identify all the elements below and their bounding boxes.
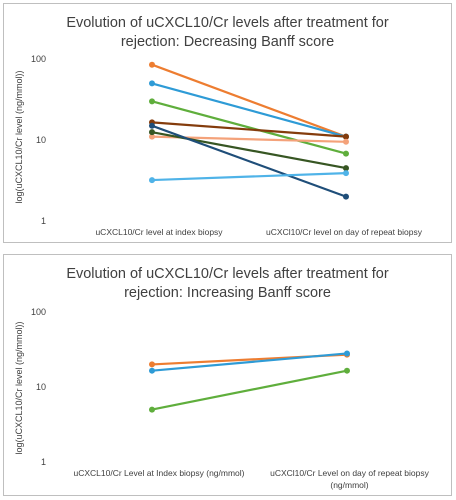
series-line <box>151 131 347 170</box>
data-point <box>149 406 155 413</box>
data-point <box>149 177 155 184</box>
data-point <box>343 150 349 157</box>
data-point <box>149 80 155 87</box>
y-tick-label: 100 <box>31 307 46 317</box>
chart-increasing-banff: Evolution of uCXCL10/Cr levels after tre… <box>3 254 452 496</box>
series-line <box>151 63 347 138</box>
series-line <box>151 124 347 198</box>
data-point <box>149 367 155 374</box>
chart-title: Evolution of uCXCL10/Cr levels after tre… <box>66 15 389 50</box>
series-line <box>151 369 348 411</box>
y-tick-label: 1 <box>41 216 46 226</box>
data-point <box>149 98 155 105</box>
y-tick-label: 100 <box>31 54 46 64</box>
x-tick-label: uCXCl10/Cr level on day of repeat biopsy <box>266 227 422 237</box>
x-tick-label: uCXCL10/Cr level at index biopsy <box>95 227 223 237</box>
chart-decreasing-banff: Evolution of uCXCL10/Cr levels after tre… <box>3 3 452 243</box>
data-point <box>149 61 155 68</box>
data-point <box>343 193 349 200</box>
y-tick-label: 10 <box>36 382 46 392</box>
x-tick-label: uCXCl10/Cr Level on day of repeat biopsy… <box>270 468 429 490</box>
series-line <box>151 121 347 138</box>
y-tick-label: 10 <box>36 135 46 145</box>
data-point <box>149 129 155 136</box>
data-point <box>343 170 349 177</box>
data-point <box>149 133 155 140</box>
series-line <box>151 82 347 138</box>
data-point <box>344 367 350 374</box>
data-point <box>343 133 349 140</box>
chart-plot-area: 1 10 100 <box>31 307 350 467</box>
chart-title: Evolution of uCXCL10/Cr levels after tre… <box>66 266 389 301</box>
x-tick-label: uCXCL10/Cr Level at Index biopsy (ng/mmo… <box>73 468 245 478</box>
data-point <box>149 361 155 368</box>
data-point <box>149 122 155 129</box>
data-point <box>344 350 350 357</box>
data-point <box>343 138 349 145</box>
series-line <box>151 172 347 182</box>
series-line <box>151 352 348 372</box>
chart-plot-area: 1 10 100 <box>31 54 349 226</box>
series-line <box>151 100 347 155</box>
data-point <box>343 165 349 172</box>
y-tick-label: 1 <box>41 457 46 467</box>
